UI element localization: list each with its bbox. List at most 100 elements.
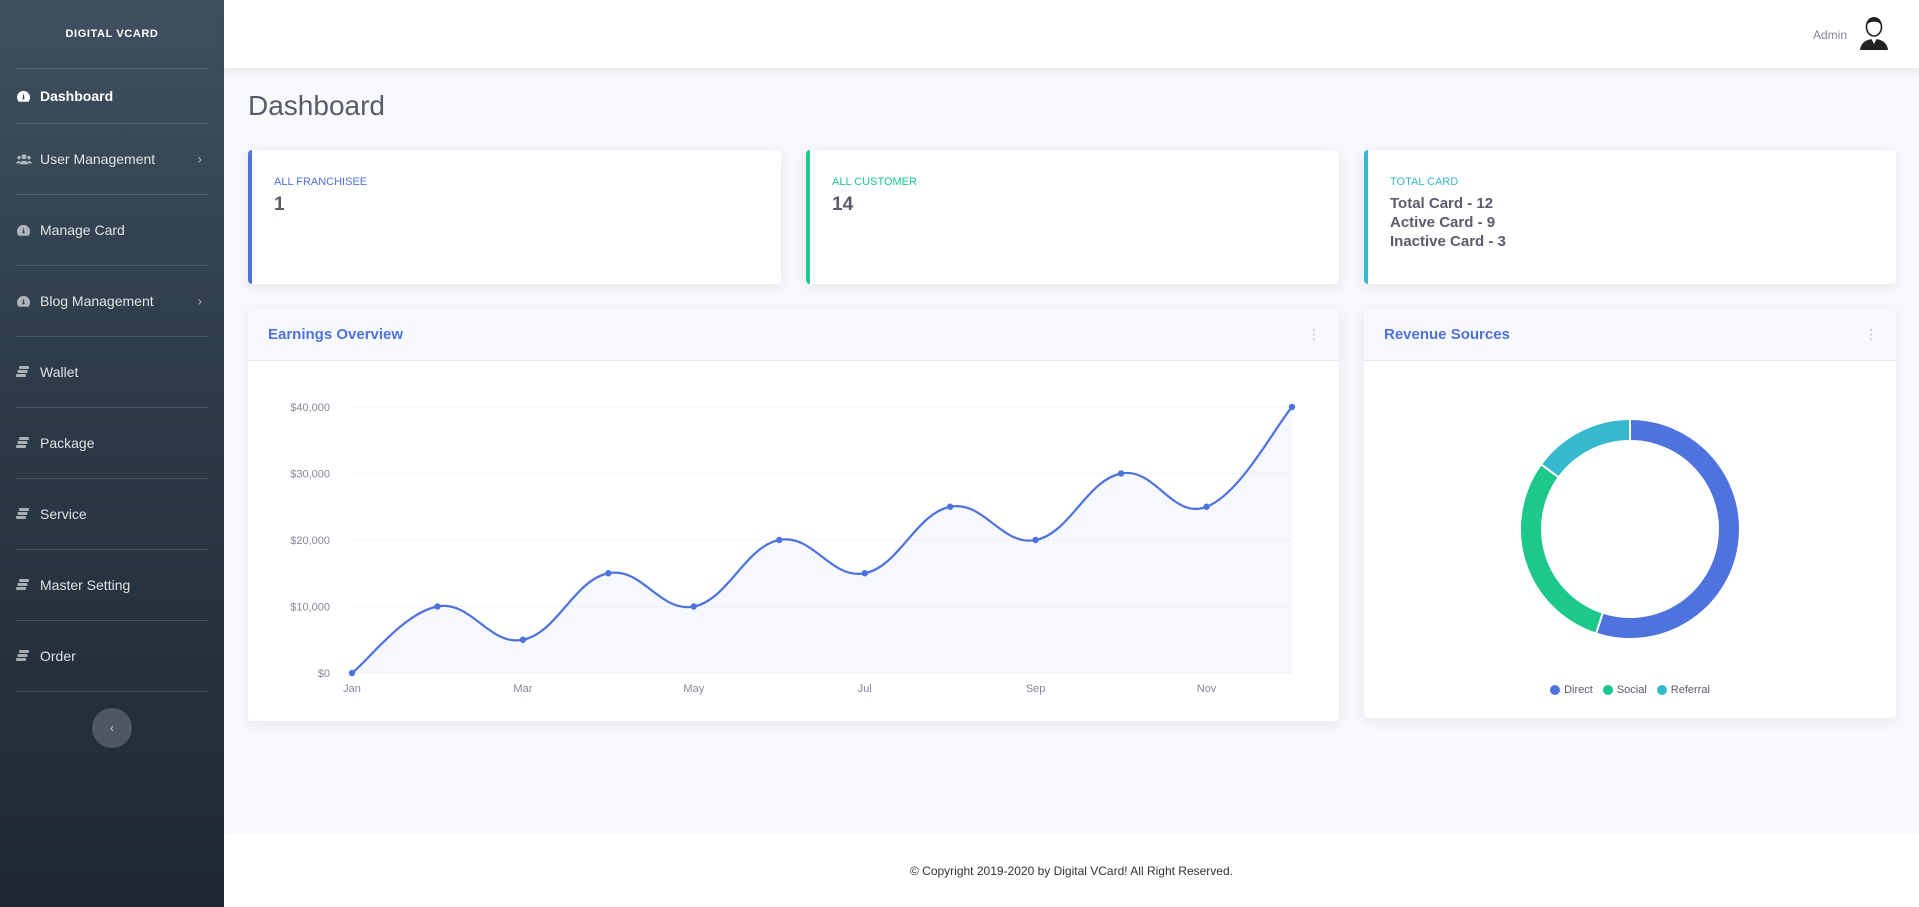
user-name: Admin <box>1812 27 1847 42</box>
donut-slice-direct[interactable] <box>1594 417 1741 640</box>
stat-value: 14 <box>832 194 854 215</box>
stat-card-total-card: TOTAL CARD Total Card - 12 Active Card -… <box>1364 150 1896 284</box>
sidebar-divider <box>16 336 208 337</box>
sidebar-item-order[interactable]: Order <box>0 621 224 691</box>
sidebar-item-wallet[interactable]: Wallet <box>0 337 224 407</box>
tachometer-icon <box>16 223 34 237</box>
data-point[interactable] <box>348 669 356 677</box>
data-point[interactable] <box>1032 536 1039 544</box>
data-point[interactable] <box>861 570 868 577</box>
data-point[interactable] <box>519 636 527 643</box>
y-tick-label: $10,000 <box>290 602 330 614</box>
users-icon <box>16 152 34 166</box>
chevron-right-icon: › <box>197 293 202 309</box>
legend-item-referral[interactable]: Referral <box>1656 684 1710 696</box>
sidebar-item-manage-card[interactable]: Manage Card <box>0 195 224 265</box>
sidebar-item-label: User Management <box>40 151 156 167</box>
sidebar-divider <box>16 68 208 69</box>
revenue-donut-chart <box>1519 417 1741 640</box>
legend-item-social[interactable]: Social <box>1602 684 1647 696</box>
legend-dot <box>1656 685 1667 695</box>
sidebar-divider <box>16 620 208 621</box>
chart-legend: Direct Social Referral <box>1364 684 1896 696</box>
x-tick-label: May <box>683 683 704 695</box>
topbar: Admin <box>224 0 1919 68</box>
data-point[interactable] <box>605 570 612 577</box>
user-menu[interactable]: Admin <box>1813 14 1891 55</box>
x-tick-label: Jul <box>858 683 872 695</box>
card-header: Earnings Overview ⋮ <box>248 309 1339 361</box>
legend-label: Referral <box>1670 684 1710 696</box>
donut-slice-social[interactable] <box>1519 462 1605 635</box>
stack-icon <box>16 436 34 450</box>
total-card-count: Total Card - 12 <box>1390 195 1494 212</box>
sidebar-divider <box>16 407 208 408</box>
sidebar-item-master-setting[interactable]: Master Setting <box>0 550 224 620</box>
data-point[interactable] <box>946 503 954 510</box>
stat-card-customer: ALL CUSTOMER 14 <box>806 150 1339 284</box>
sidebar-item-user-management[interactable]: User Management › <box>0 124 224 194</box>
legend-item-direct[interactable]: Direct <box>1550 684 1593 696</box>
y-tick-label: $20,000 <box>290 535 330 547</box>
sidebar-item-label: Order <box>40 648 76 664</box>
footer: © Copyright 2019-2020 by Digital VCard! … <box>224 834 1919 907</box>
data-point[interactable] <box>1117 470 1125 477</box>
copyright-text: © Copyright 2019-2020 by Digital VCard! … <box>909 863 1233 878</box>
legend-label: Direct <box>1564 684 1593 696</box>
tachometer-icon <box>16 89 34 103</box>
brand-logo[interactable]: DIGITAL VCARD <box>65 28 159 40</box>
x-tick-label: Mar <box>513 683 532 695</box>
data-point[interactable] <box>776 536 783 544</box>
data-point[interactable] <box>1203 503 1210 510</box>
legend-dot <box>1550 685 1561 695</box>
sidebar-toggle-button[interactable]: ‹ <box>92 708 132 748</box>
earnings-overview-card: Earnings Overview ⋮ $0 $10,000 $20,000 $30,… <box>248 309 1339 721</box>
sidebar-item-blog-management[interactable]: Blog Management › <box>0 266 224 336</box>
page-title: Dashboard <box>248 90 385 121</box>
active-card-count: Active Card - 9 <box>1390 214 1496 231</box>
y-tick-label: $0 <box>318 668 330 680</box>
card-title: Earnings Overview <box>268 326 404 343</box>
stat-label: ALL FRANCHISEE <box>274 176 368 188</box>
data-point[interactable] <box>1288 403 1296 411</box>
donut-slice-referral[interactable] <box>1539 417 1631 479</box>
stack-icon <box>16 578 34 592</box>
stat-card-franchisee: ALL FRANCHISEE 1 <box>248 150 781 284</box>
stat-label: ALL CUSTOMER <box>832 176 917 188</box>
earnings-chart: $0 $10,000 $20,000 $30,000 $40,000 Jan Mar May J… <box>290 402 1296 695</box>
y-tick-label: $30,000 <box>290 469 330 481</box>
card-header: Revenue Sources ⋮ <box>1364 309 1896 361</box>
stack-icon <box>16 649 34 663</box>
sidebar-item-package[interactable]: Package <box>0 408 224 478</box>
legend-dot <box>1602 685 1613 695</box>
sidebar-item-label: Master Setting <box>40 577 131 593</box>
sidebar-divider <box>16 478 208 479</box>
sidebar-divider <box>16 265 208 266</box>
earnings-area <box>352 407 1292 673</box>
sidebar-item-dashboard[interactable]: Dashboard <box>0 69 224 123</box>
sidebar-divider <box>16 691 208 692</box>
legend-label: Social <box>1616 684 1647 696</box>
stat-value: 1 <box>274 194 285 215</box>
stat-label: TOTAL CARD <box>1390 176 1459 188</box>
sidebar-item-label: Service <box>40 506 87 522</box>
stack-icon <box>16 507 34 521</box>
avatar <box>1857 14 1891 55</box>
chevron-left-icon: ‹ <box>110 721 114 735</box>
sidebar-item-label: Package <box>40 435 95 451</box>
data-point[interactable] <box>434 603 441 610</box>
more-options-icon[interactable]: ⋮ <box>1864 326 1878 342</box>
sidebar-divider <box>16 549 208 550</box>
inactive-card-count: Inactive Card - 3 <box>1390 233 1506 250</box>
x-tick-label: Sep <box>1026 683 1046 695</box>
card-title: Revenue Sources <box>1384 326 1510 343</box>
x-tick-label: Jan <box>343 683 361 695</box>
more-options-icon[interactable]: ⋮ <box>1307 326 1321 342</box>
stack-icon <box>16 365 34 379</box>
revenue-sources-card: Revenue Sources ⋮ Direct Social Referral <box>1364 309 1896 718</box>
data-point[interactable] <box>690 603 698 610</box>
sidebar-item-service[interactable]: Service <box>0 479 224 549</box>
sidebar-divider <box>16 123 208 124</box>
sidebar: DIGITAL VCARD Dashboard User Management … <box>0 0 224 907</box>
sidebar-item-label: Blog Management <box>40 293 154 309</box>
